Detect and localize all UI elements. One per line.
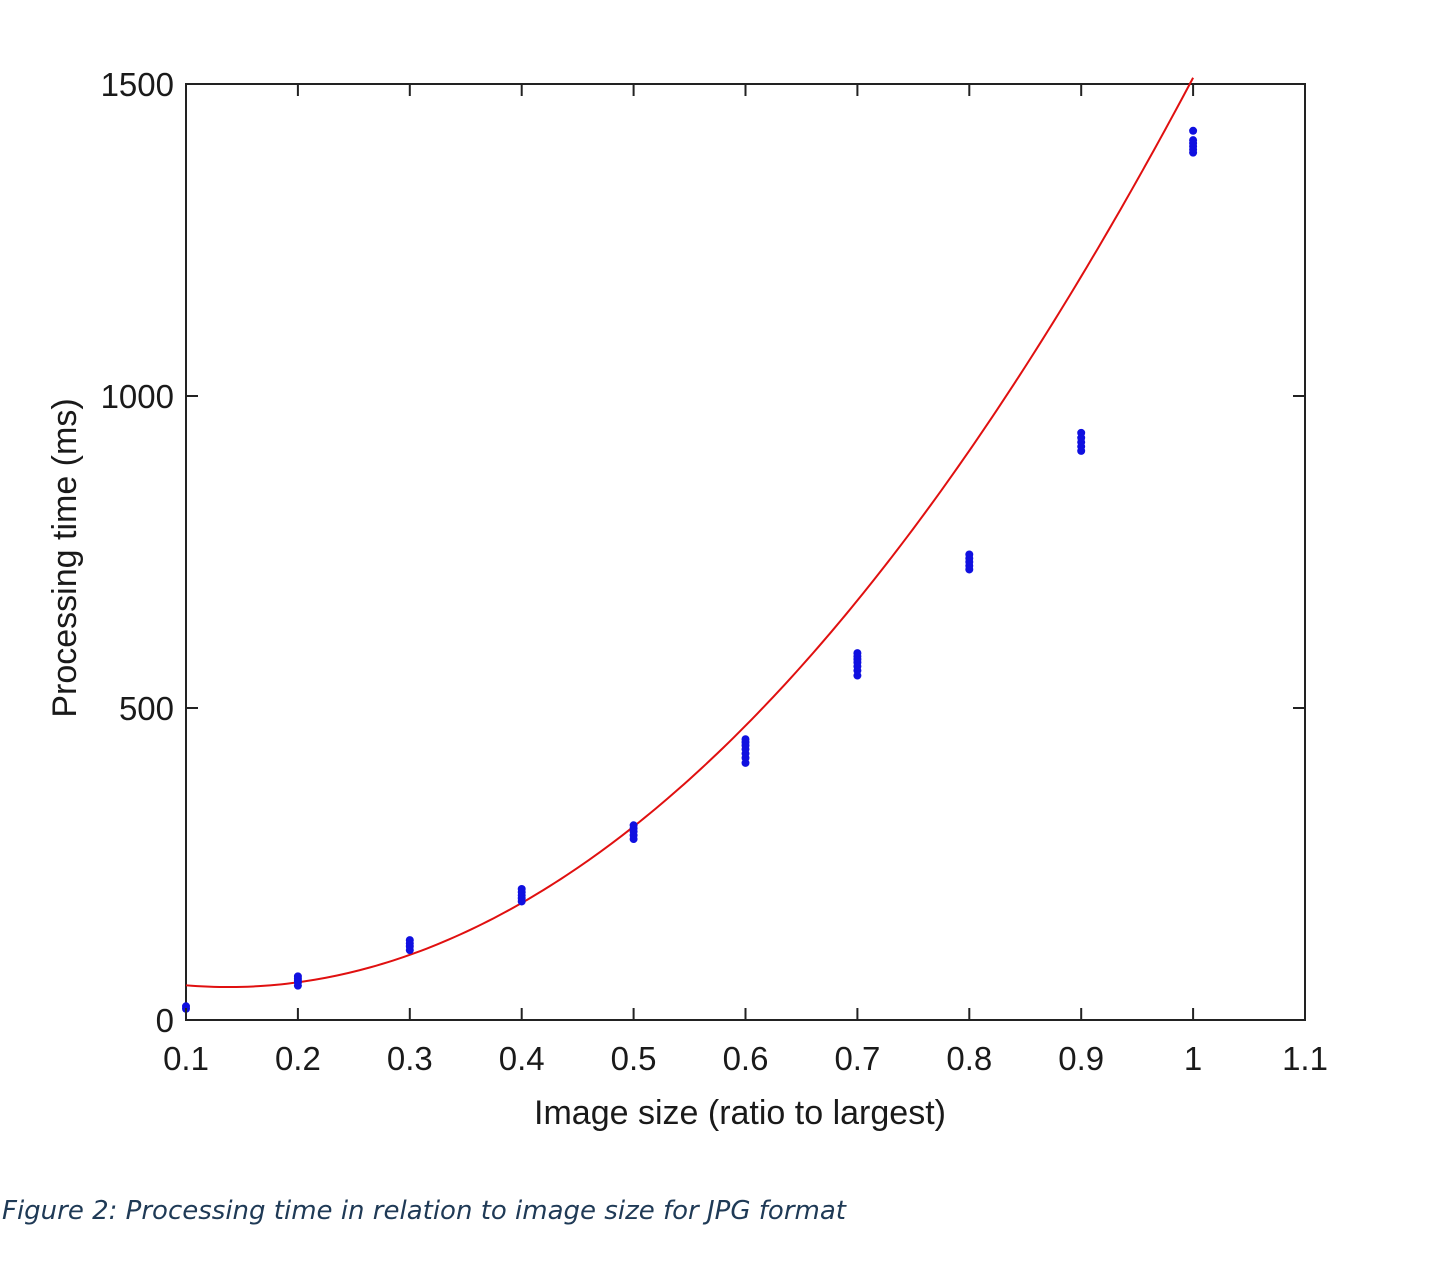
chart: 0.1 0.2 0.3 0.4 0.5 0.6 0.7 0.8 0.9 1 1.1 0 500 1000…: [46, 66, 1328, 1132]
x-tick-label: 0.5: [611, 1040, 657, 1077]
figure-caption: Figure 2: Processing time in relation to…: [2, 1196, 846, 1226]
x-tick-label: 1.1: [1282, 1040, 1328, 1077]
y-tick-label: 500: [119, 690, 174, 727]
data-point: [741, 735, 750, 744]
x-axis-title: Image size (ratio to largest): [534, 1094, 946, 1132]
y-tick-label: 1500: [101, 66, 174, 103]
data-point: [1077, 428, 1086, 437]
y-axis: 0 500 1000 1500: [101, 66, 1305, 1039]
x-tick-label: 0.2: [275, 1040, 321, 1077]
x-tick-label: 0.6: [723, 1040, 769, 1077]
data-point: [517, 884, 526, 893]
y-tick-label: 1000: [101, 378, 174, 415]
data-point: [293, 972, 302, 981]
plot-area: [185, 83, 1306, 1021]
y-tick-label: 0: [156, 1002, 174, 1039]
data-point: [853, 649, 862, 658]
data-point: [405, 936, 414, 945]
x-tick-label: 0.7: [834, 1040, 880, 1077]
y-axis-title: Processing time (ms): [46, 398, 84, 717]
x-tick-label: 0.3: [387, 1040, 433, 1077]
x-tick-label: 0.9: [1058, 1040, 1104, 1077]
x-axis: 0.1 0.2 0.3 0.4 0.5 0.6 0.7 0.8 0.9 1 1.1: [163, 84, 1328, 1077]
x-tick-label: 0.1: [163, 1040, 209, 1077]
data-point: [182, 1002, 190, 1011]
x-tick-label: 1: [1184, 1040, 1202, 1077]
x-tick-label: 0.4: [499, 1040, 545, 1077]
data-point: [965, 550, 974, 559]
data-point: [629, 821, 638, 830]
data-point: [1189, 136, 1198, 145]
fit-layer: [185, 77, 1194, 989]
data-point: [1189, 126, 1198, 135]
fit-curve: [185, 77, 1194, 989]
x-tick-label: 0.8: [946, 1040, 992, 1077]
points-layer: [182, 126, 1198, 1013]
